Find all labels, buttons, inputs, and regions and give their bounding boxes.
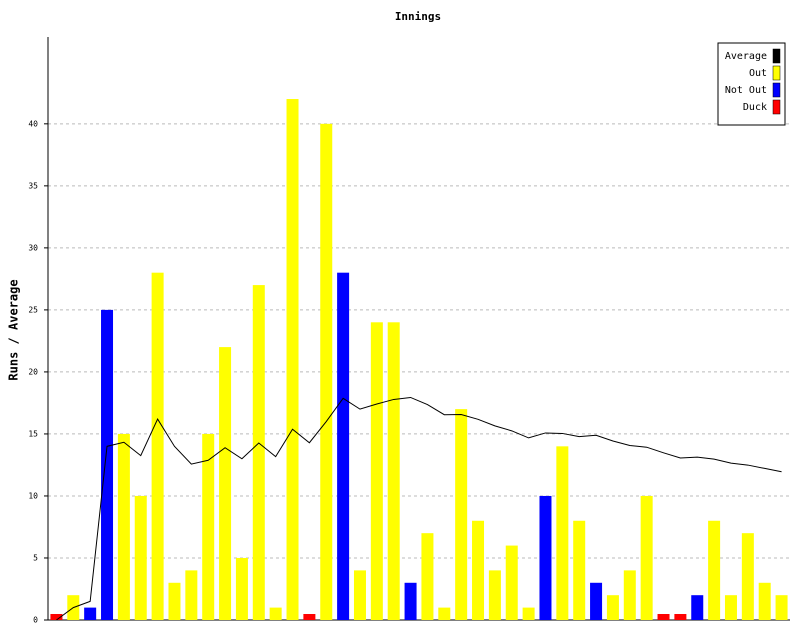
bar xyxy=(134,495,147,620)
y-tick-label: 5 xyxy=(33,553,38,562)
bar xyxy=(505,545,518,620)
bar xyxy=(674,614,687,620)
legend-label: Not Out xyxy=(725,85,767,96)
legend-swatch xyxy=(772,99,781,115)
y-axis-label: Runs / Average xyxy=(7,279,21,380)
bar xyxy=(606,595,619,620)
bar xyxy=(455,409,468,620)
legend-swatch xyxy=(772,48,781,64)
bar xyxy=(522,607,535,620)
y-tick-label: 30 xyxy=(28,243,38,252)
bar xyxy=(438,607,451,620)
bar xyxy=(84,607,97,620)
bar xyxy=(353,570,366,620)
bar xyxy=(202,433,215,620)
legend-label: Out xyxy=(749,68,767,79)
bar xyxy=(252,285,265,620)
bar xyxy=(590,582,603,620)
bar xyxy=(472,520,485,620)
bar xyxy=(320,123,333,621)
average-line xyxy=(56,396,782,621)
bar xyxy=(269,607,282,620)
legend-label: Duck xyxy=(743,102,767,113)
bar xyxy=(387,322,400,620)
bar xyxy=(101,309,114,620)
bar xyxy=(775,595,788,620)
y-tick-label: 15 xyxy=(28,429,38,438)
bar xyxy=(556,446,569,620)
bar xyxy=(573,520,586,620)
y-tick-label: 0 xyxy=(33,616,38,625)
bar xyxy=(741,533,754,620)
bar xyxy=(168,582,181,620)
bar xyxy=(691,595,704,620)
bar xyxy=(657,614,670,620)
y-tick-label: 10 xyxy=(28,491,38,500)
y-tick-label: 35 xyxy=(28,181,38,190)
bar xyxy=(303,614,316,620)
y-tick-label: 40 xyxy=(28,119,38,128)
bar xyxy=(708,520,721,620)
bar xyxy=(235,557,248,620)
legend-label: Average xyxy=(725,51,767,62)
bar xyxy=(404,582,417,620)
bar xyxy=(50,614,63,620)
chart-title: Innings xyxy=(395,10,441,23)
bar xyxy=(724,595,737,620)
legend-swatch xyxy=(772,65,781,81)
bar xyxy=(421,533,434,620)
bar xyxy=(337,272,350,620)
bar xyxy=(640,495,653,620)
bar xyxy=(370,322,383,620)
legend-swatch xyxy=(772,82,781,98)
bar xyxy=(151,272,164,620)
y-tick-label: 20 xyxy=(28,367,38,376)
bar xyxy=(758,582,771,620)
bar xyxy=(185,570,198,620)
bar xyxy=(539,495,552,620)
bar xyxy=(219,347,232,620)
bar xyxy=(286,99,299,620)
y-tick-label: 25 xyxy=(28,305,38,314)
bar xyxy=(488,570,501,620)
bar xyxy=(117,433,130,620)
bar xyxy=(623,570,636,620)
